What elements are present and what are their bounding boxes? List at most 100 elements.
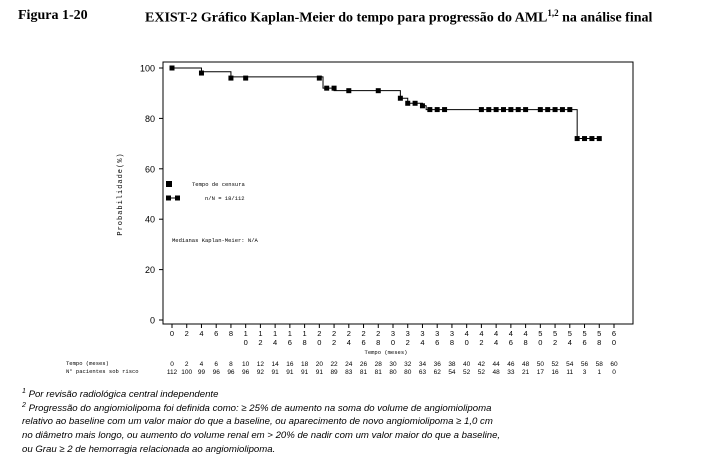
risk-count-value: 96: [242, 369, 250, 376]
risk-count-value: 92: [257, 369, 265, 376]
censor-marker: [567, 107, 573, 113]
y-axis-label: Probabilidade(%): [117, 152, 125, 235]
km-step-line: [172, 67, 600, 140]
risk-time-value: 26: [360, 361, 368, 368]
risk-time-value: 10: [242, 361, 250, 368]
footnote-2-line-2: relativo ao baseline com um valor maior …: [22, 416, 493, 427]
risk-time-value: 18: [301, 361, 309, 368]
risk-count-value: 11: [566, 369, 573, 376]
risk-time-value: 24: [345, 361, 353, 368]
risk-time-value: 6: [214, 361, 218, 368]
risk-time-value: 22: [330, 361, 338, 368]
x-tick-label: 6: [214, 329, 218, 338]
censor-marker: [486, 107, 492, 113]
censor-marker: [442, 107, 448, 113]
y-tick-label: 20: [145, 265, 155, 275]
risk-time-value: 50: [537, 361, 545, 368]
median-annotation: Medianas Kaplan-Meier: N/A: [172, 237, 259, 244]
chart-title-suffix: na análise final: [558, 10, 653, 26]
censor-marker: [198, 70, 204, 76]
footnote-2-line-3: no diâmetro mais longo, ou aumento do vo…: [22, 430, 501, 441]
footnote-1: 1 Por revisão radiológica central indepe…: [22, 388, 218, 400]
x-tick-label: 2: [185, 329, 189, 338]
risk-time-value: 44: [493, 361, 501, 368]
risk-table: Tempo (meses)N° pacientes sob risco01122…: [66, 360, 618, 376]
risk-time-value: 38: [448, 361, 456, 368]
legend-censor-marker: [166, 181, 172, 187]
censor-marker: [574, 136, 580, 142]
censor-marker: [228, 75, 234, 81]
risk-count-value: 91: [272, 369, 280, 376]
risk-time-value: 2: [185, 361, 189, 368]
risk-count-value: 81: [375, 369, 383, 376]
censor-marker: [405, 100, 411, 106]
risk-time-value: 54: [566, 361, 574, 368]
risk-count-value: 62: [434, 369, 442, 376]
risk-time-value: 0: [170, 361, 174, 368]
risk-count-value: 54: [448, 369, 456, 376]
risk-count-value: 91: [301, 369, 309, 376]
risk-count-value: 48: [493, 369, 501, 376]
risk-count-value: 52: [463, 369, 471, 376]
risk-count-value: 16: [551, 369, 559, 376]
legend: Tempo de censura n/N = 18/112 Medianas Kap…: [166, 181, 259, 244]
risk-patients-label: N° pacientes sob risco: [66, 368, 139, 375]
footnote-1-text: Por revisão radiológica central independ…: [25, 389, 219, 401]
legend-line-marker: [175, 195, 180, 201]
risk-count-value: 89: [330, 369, 338, 376]
censor-marker: [582, 136, 588, 142]
y-tick-label: 80: [145, 114, 155, 124]
censor-marker: [493, 107, 499, 113]
censor-marker: [523, 107, 529, 113]
censor-marker: [316, 75, 322, 81]
censor-marker: [434, 107, 440, 113]
risk-count-value: 0: [612, 369, 616, 376]
chart-title-sup: 1,2: [547, 8, 559, 18]
risk-time-value: 60: [610, 361, 618, 368]
legend-line-marker: [166, 195, 171, 201]
censor-marker: [515, 107, 521, 113]
censor-marker: [552, 107, 558, 113]
risk-time-value: 40: [463, 361, 471, 368]
km-curve: [169, 65, 602, 142]
risk-time-value: 30: [389, 361, 397, 368]
legend-censor-label: Tempo de censura: [192, 181, 246, 188]
risk-count-value: 96: [213, 369, 221, 376]
figure-label: Figura 1-20: [18, 8, 88, 23]
risk-time-value: 46: [507, 361, 515, 368]
risk-count-value: 80: [389, 369, 397, 376]
risk-count-value: 81: [360, 369, 368, 376]
risk-time-value: 42: [478, 361, 486, 368]
censor-marker: [331, 85, 337, 91]
risk-time-value: 20: [316, 361, 324, 368]
censor-marker: [412, 100, 418, 106]
risk-time-value: 8: [229, 361, 233, 368]
risk-count-value: 100: [181, 369, 192, 376]
censor-marker: [596, 136, 602, 142]
risk-time-value: 14: [272, 361, 280, 368]
censor-marker: [169, 65, 175, 71]
footnote-2-line-4: ou Grau ≥ 2 de hemorragia relacionada ao…: [22, 444, 276, 455]
risk-count-value: 52: [478, 369, 486, 376]
risk-count-value: 83: [345, 369, 353, 376]
censor-marker: [243, 75, 249, 81]
